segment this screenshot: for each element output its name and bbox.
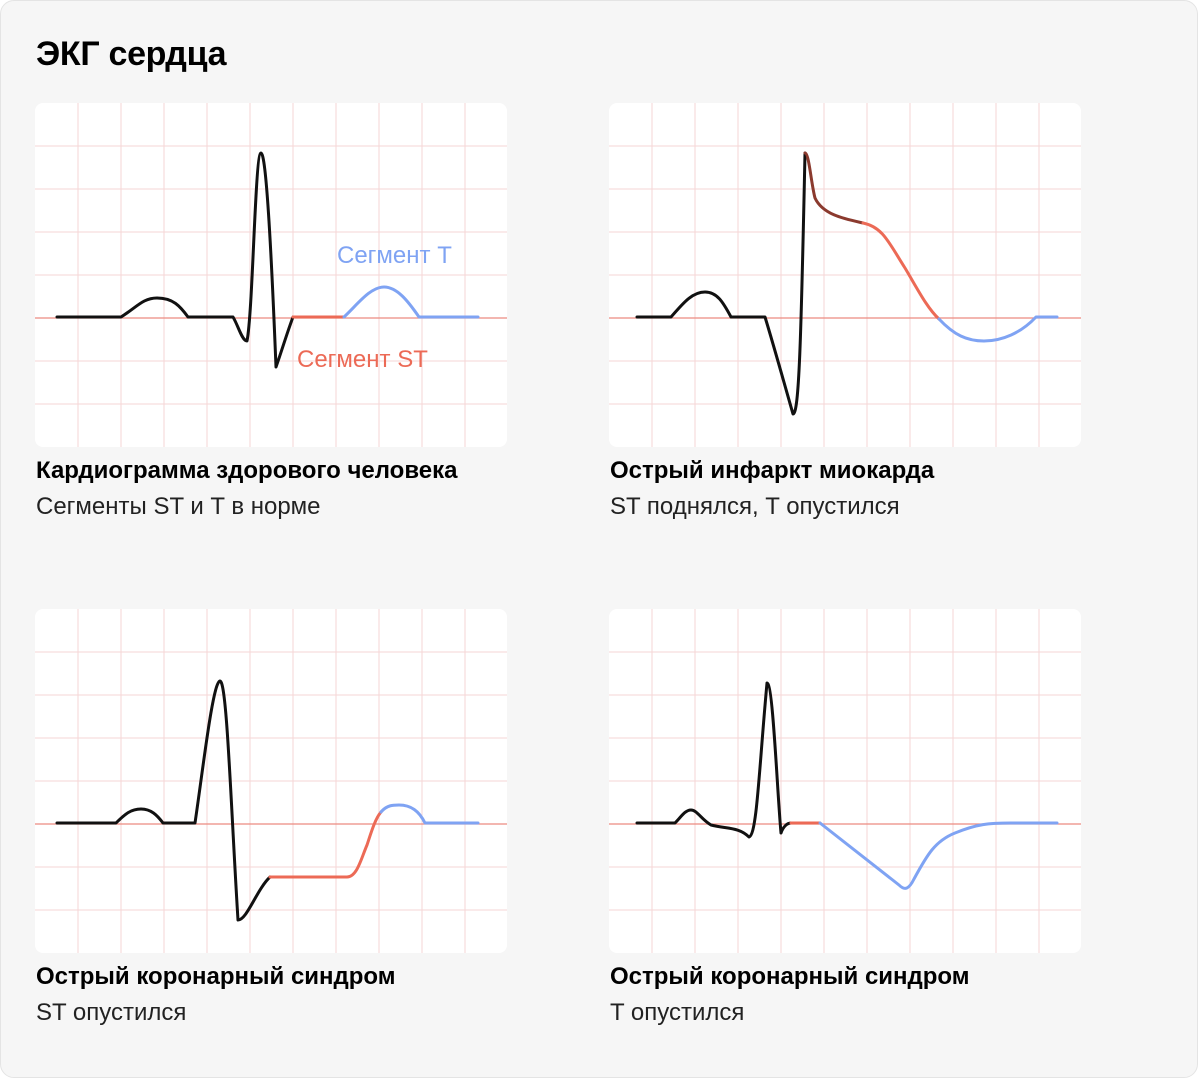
ecg-trace-qrs: [55, 151, 295, 369]
panel-acs-t-depression: Острый коронарный синдром T опустился: [609, 609, 1081, 1026]
ecg-trace-qrs: [635, 151, 807, 416]
ecg-chart-acs-t: [609, 609, 1081, 953]
ecg-trace-st-segment: [268, 810, 383, 879]
panel-title: Острый инфаркт миокарда: [610, 457, 935, 484]
panel-subtitle: ST поднялся, T опустился: [610, 493, 900, 520]
ecg-trace-t-segment: [818, 821, 1059, 890]
panel-healthy: Сегмент T Сегмент ST Кардиограмма здоров…: [35, 103, 507, 520]
panel-infarction: Острый инфаркт миокарда ST поднялся, T о…: [609, 103, 1081, 520]
panel-acs-st-depression: Острый коронарный синдром ST опустился: [35, 609, 507, 1026]
panel-title: Кардиограмма здорового человека: [36, 457, 458, 484]
label-segment-st: Сегмент ST: [297, 346, 428, 373]
ecg-trace-qrs: [635, 681, 793, 839]
ecg-trace-st-elevation: [803, 151, 865, 225]
panel-title: Острый коронарный синдром: [36, 963, 396, 990]
panel-title: Острый коронарный синдром: [610, 963, 970, 990]
panel-subtitle: Сегменты ST и T в норме: [36, 493, 321, 520]
chart-grid: [609, 609, 1081, 953]
ecg-trace-st-segment: [861, 221, 941, 321]
ecg-chart-healthy: Сегмент T Сегмент ST: [35, 103, 507, 447]
ecg-chart-infarction: [609, 103, 1081, 447]
panel-subtitle: T опустился: [610, 999, 745, 1026]
label-segment-t: Сегмент T: [337, 242, 452, 269]
ecg-chart-acs-st: [35, 609, 507, 953]
ecg-trace-t-segment: [937, 315, 1059, 343]
ecg-trace-qrs: [55, 679, 272, 922]
ecg-trace-t-segment: [342, 285, 480, 319]
ecg-trace-t-segment: [379, 803, 480, 825]
chart-grid: [35, 609, 507, 953]
panel-subtitle: ST опустился: [36, 999, 187, 1026]
page-title: ЭКГ сердца: [36, 35, 227, 73]
